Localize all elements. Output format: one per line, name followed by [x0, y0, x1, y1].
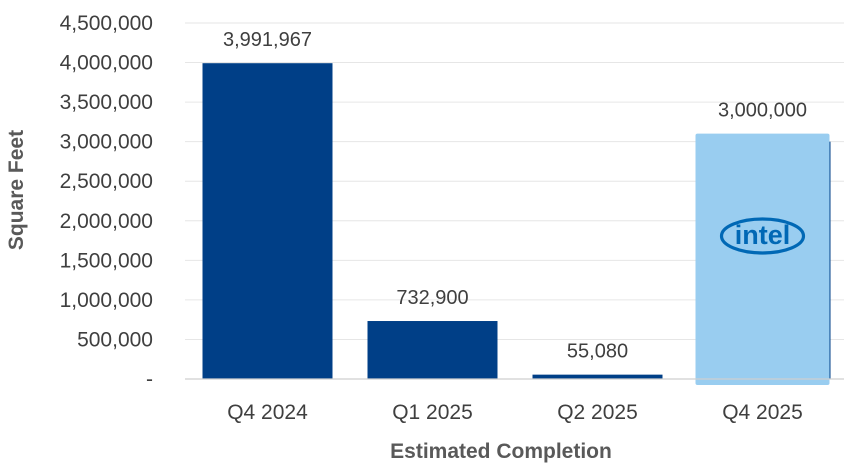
data-labels: 3,991,967 732,900 55,080 3,000,000: [223, 29, 807, 362]
bar: [367, 321, 498, 379]
intel-logo-wordmark: intel: [735, 220, 791, 250]
y-tick-label: -: [146, 368, 153, 391]
data-label: 3,000,000: [718, 100, 807, 122]
y-tick-label: 1,500,000: [60, 249, 153, 272]
intel-logo-swoosh: [719, 217, 806, 255]
y-axis-ticks: - 500,000 1,000,000 1,500,000 2,000,000 2,500…: [60, 12, 153, 391]
bars: [202, 63, 831, 385]
bar: [532, 374, 663, 379]
intel-logo: intel: [719, 217, 806, 255]
x-axis-ticks: Q4 2024 Q1 2025 Q2 2025 Q4 2025: [227, 401, 803, 424]
x-tick-label: Q2 2025: [557, 401, 638, 424]
x-axis-title: Estimated Completion: [390, 440, 612, 463]
y-tick-label: 500,000: [77, 328, 153, 351]
y-tick-label: 3,000,000: [60, 131, 153, 154]
y-tick-label: 1,000,000: [60, 289, 153, 312]
x-tick-label: Q1 2025: [392, 401, 473, 424]
y-tick-label: 2,500,000: [60, 170, 153, 193]
data-label: 3,991,967: [223, 29, 312, 51]
y-tick-label: 4,000,000: [60, 52, 153, 75]
bar: [202, 63, 333, 380]
data-label: 732,900: [396, 287, 468, 309]
data-label: 55,080: [567, 341, 628, 363]
x-tick-label: Q4 2025: [722, 401, 803, 424]
y-tick-label: 3,500,000: [60, 91, 153, 114]
y-tick-label: 2,000,000: [60, 210, 153, 233]
y-axis-title: Square Feet: [5, 130, 28, 250]
bar: [695, 133, 830, 385]
y-tick-label: 4,500,000: [60, 12, 153, 35]
x-tick-label: Q4 2024: [227, 401, 308, 424]
